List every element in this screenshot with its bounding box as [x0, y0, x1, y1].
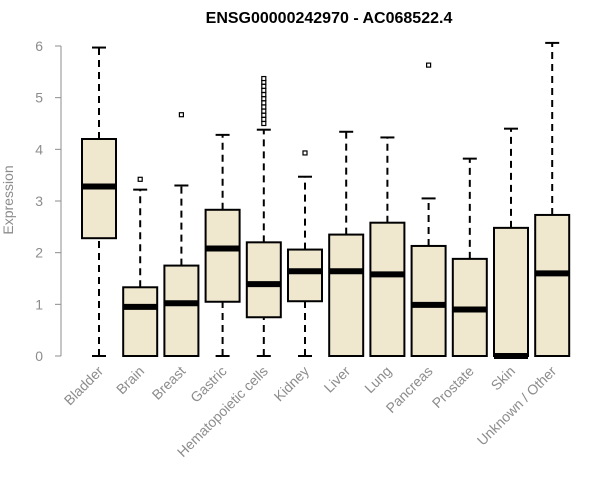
chart-title: ENSG00000242970 - AC068522.4 [206, 10, 453, 27]
iqr-box [534, 213, 571, 357]
y-tick-label: 5 [35, 90, 43, 106]
box-liver [328, 130, 365, 357]
iqr-box [410, 244, 447, 357]
iqr-box [287, 248, 323, 303]
outlier-point [137, 176, 143, 182]
box-bladder [81, 46, 117, 357]
iqr-box [122, 286, 159, 357]
box-unknown-other [534, 41, 571, 357]
outlier-point [261, 91, 267, 98]
outlier-point [261, 108, 267, 114]
x-category-label: Kidney [271, 363, 313, 405]
outlier-point [261, 83, 267, 89]
x-category-label: Lung [361, 363, 394, 396]
y-axis: 0 1 2 3 4 5 6 [35, 38, 62, 364]
x-category-label: Prostate [429, 363, 477, 411]
box-brain [122, 176, 159, 357]
outlier-point [261, 116, 267, 122]
outlier-point [261, 104, 267, 110]
x-category-label: Liver [321, 363, 354, 396]
box-gastric [204, 133, 241, 357]
iqr-box [493, 226, 529, 357]
outlier-point [261, 120, 267, 127]
y-tick-label: 6 [35, 38, 43, 54]
outlier-point [426, 62, 432, 68]
x-category-label: Brain [113, 363, 147, 397]
outlier-point [261, 87, 267, 94]
box-kidney [287, 150, 323, 357]
iqr-box [163, 264, 200, 358]
box-breast [163, 112, 200, 358]
outlier-point [302, 150, 308, 156]
y-tick-label: 2 [35, 245, 43, 261]
outlier-point [261, 75, 267, 82]
x-category-label: Skin [488, 363, 519, 394]
iqr-box [245, 241, 282, 319]
y-axis-label: Expression [0, 165, 16, 234]
iqr-box [369, 221, 406, 357]
box-lung [369, 136, 406, 357]
outlier-point [261, 96, 267, 102]
outlier-point [178, 112, 184, 118]
y-tick-label: 1 [35, 296, 43, 312]
outlier-point [261, 100, 267, 106]
box-prostate [451, 157, 488, 357]
box-skin [493, 127, 529, 359]
y-tick-label: 3 [35, 193, 43, 209]
boxes-layer [81, 41, 571, 359]
iqr-box [328, 233, 365, 357]
y-tick-label: 4 [35, 141, 43, 157]
x-category-label: Breast [149, 363, 189, 403]
x-category-label: Bladder [61, 363, 107, 409]
box-hematopoietic-cells [245, 75, 282, 357]
iqr-box [204, 208, 241, 303]
y-tick-label: 0 [35, 348, 43, 364]
box-pancreas [410, 62, 447, 357]
outlier-point [261, 112, 267, 118]
